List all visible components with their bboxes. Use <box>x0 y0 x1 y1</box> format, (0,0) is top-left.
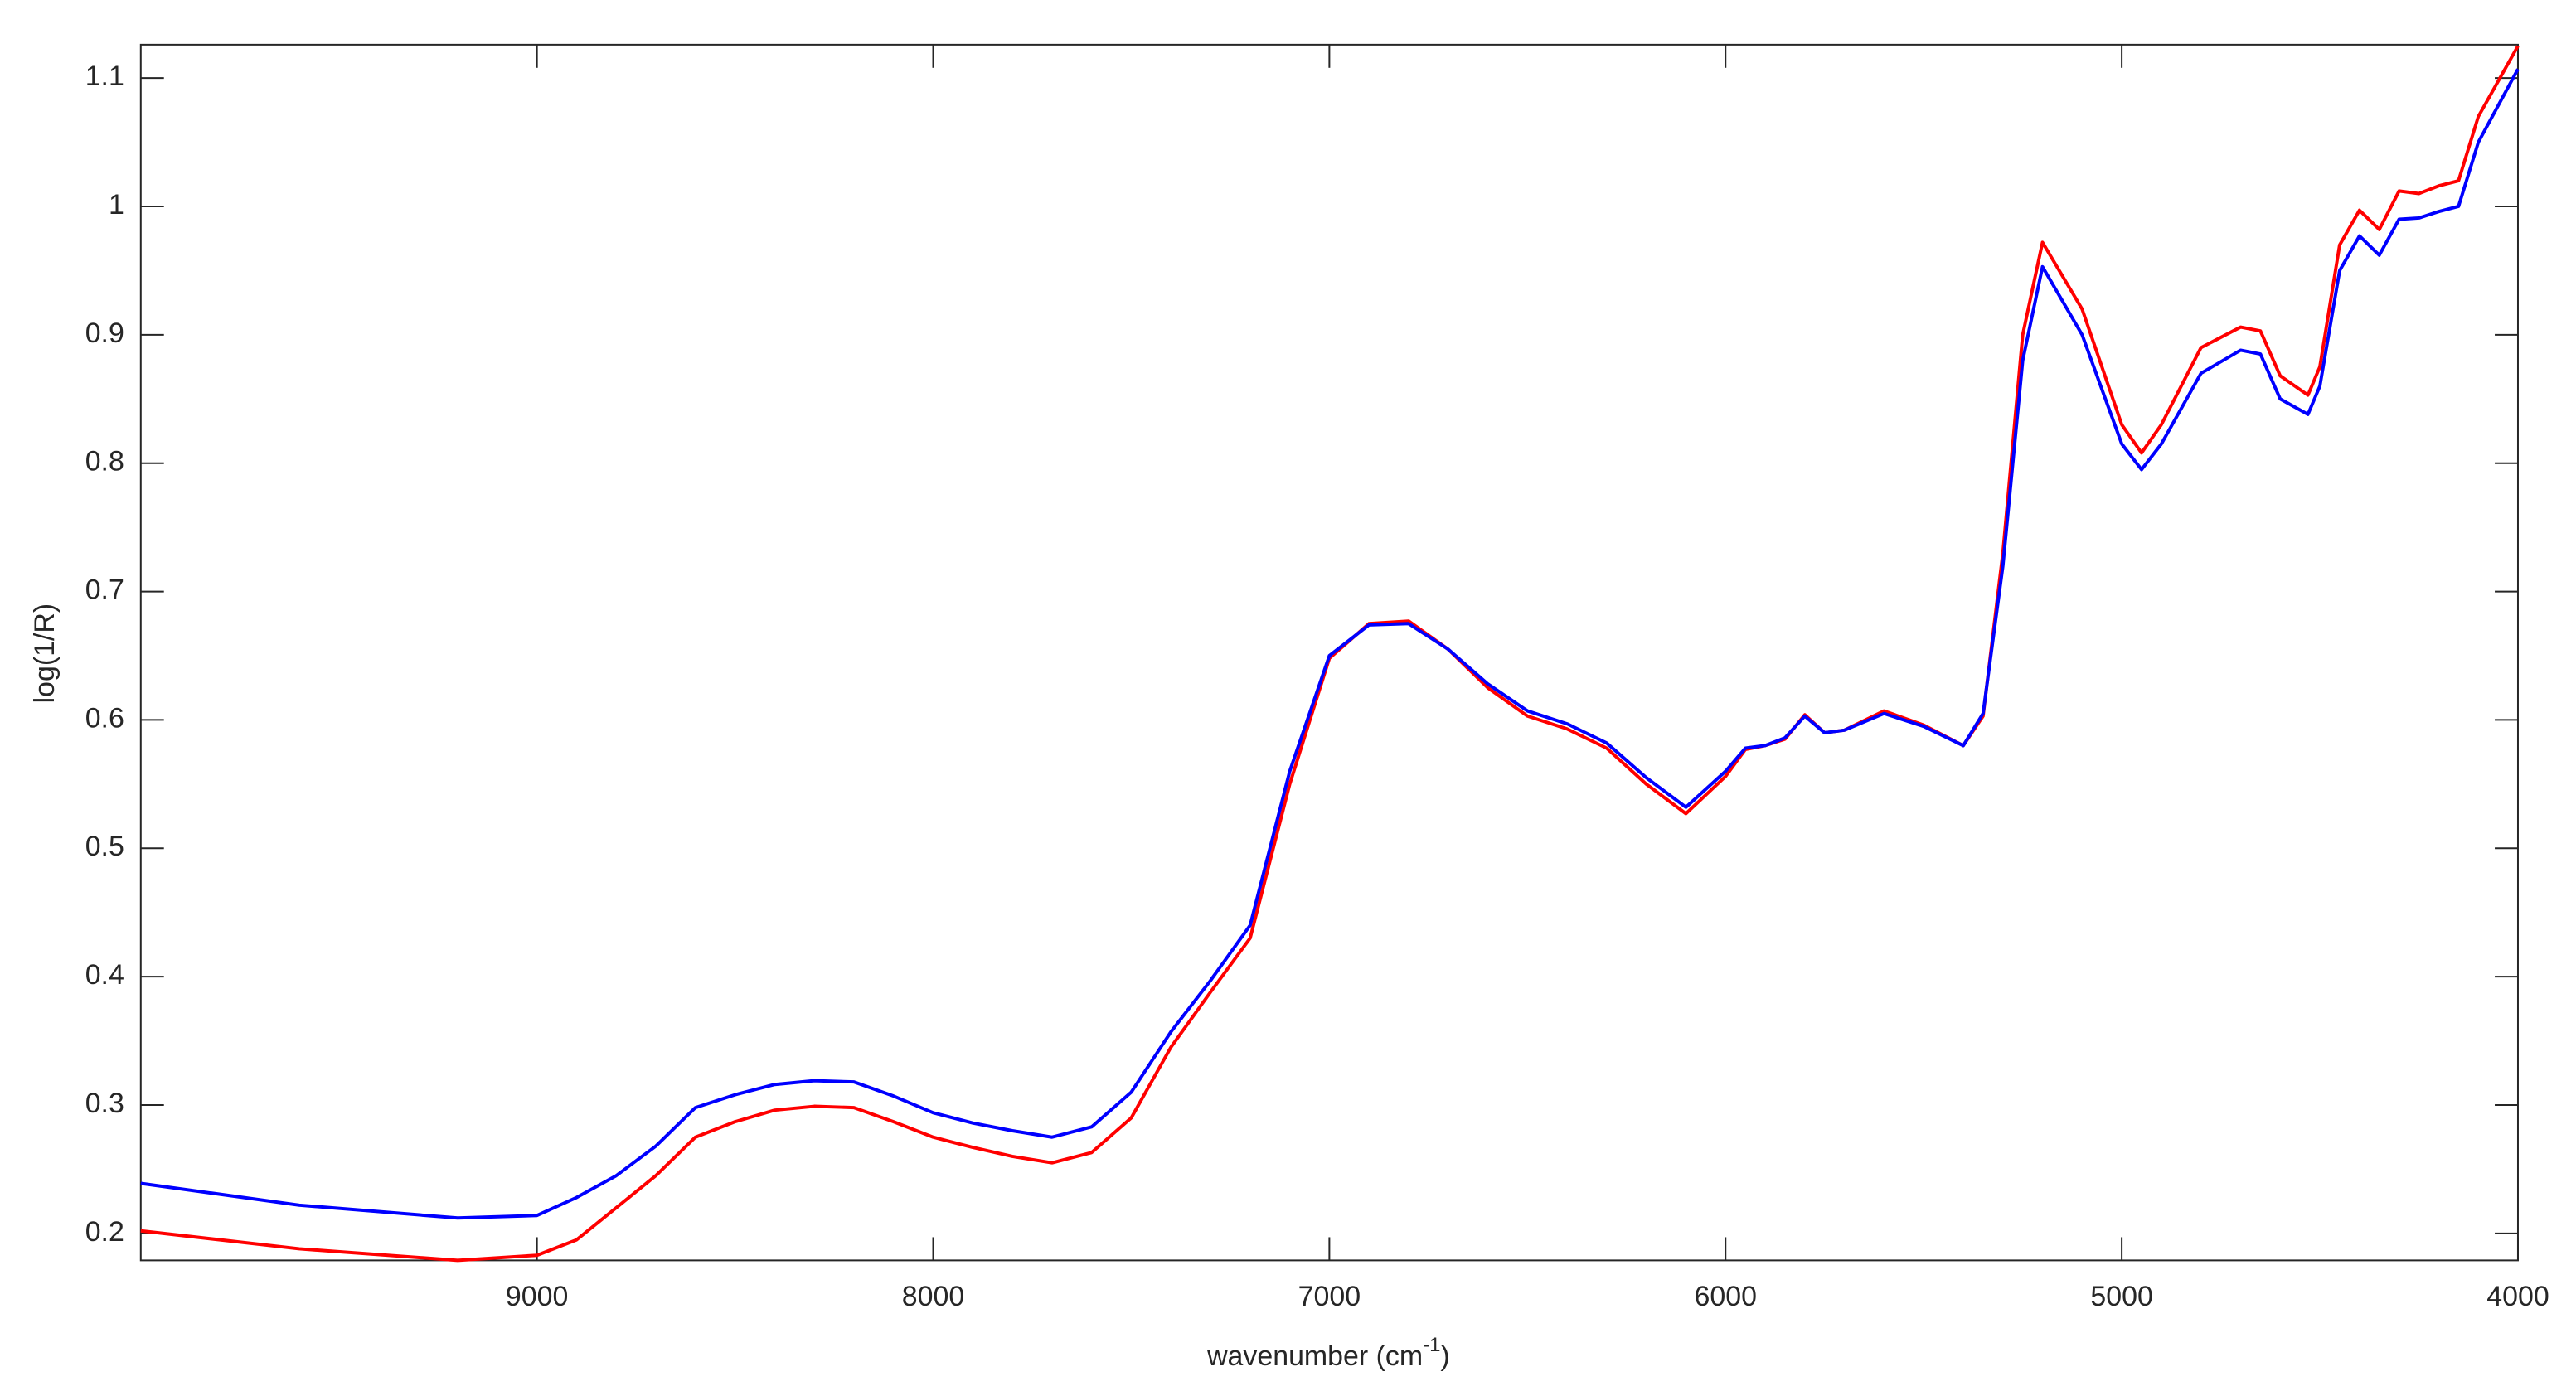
y-tick-label: 0.7 <box>85 574 124 606</box>
x-tick-label: 8000 <box>902 1281 964 1312</box>
y-tick-label: 0.9 <box>85 317 124 349</box>
y-tick-label: 1.1 <box>85 61 124 92</box>
x-label-text: wavenumber (cm <box>1206 1340 1423 1372</box>
x-label-superscript: -1 <box>1423 1334 1440 1356</box>
x-axis-label: wavenumber (cm-1) <box>1206 1334 1450 1372</box>
y-tick-label: 0.3 <box>85 1088 124 1119</box>
x-tick-label: 5000 <box>2090 1281 2152 1312</box>
data-line <box>140 45 2520 1263</box>
x-label-suffix: ) <box>1440 1340 1449 1372</box>
x-tick-label: 7000 <box>1298 1281 1361 1312</box>
y-tick-label: 0.6 <box>85 702 124 734</box>
y-axis-label: log(1/R) <box>29 603 61 704</box>
y-tick-label: 0.4 <box>85 959 124 991</box>
plot-frame <box>139 43 2519 1262</box>
y-tick-label: 0.5 <box>85 831 124 862</box>
x-tick-label: 9000 <box>506 1281 568 1312</box>
y-tick-label: 0.2 <box>85 1216 124 1248</box>
y-tick-label: 0.8 <box>85 446 124 477</box>
y-tick-label: 1 <box>109 189 124 221</box>
x-tick-label: 6000 <box>1695 1281 1757 1312</box>
x-tick-label: 4000 <box>2486 1281 2549 1312</box>
data-line <box>140 68 2520 1220</box>
